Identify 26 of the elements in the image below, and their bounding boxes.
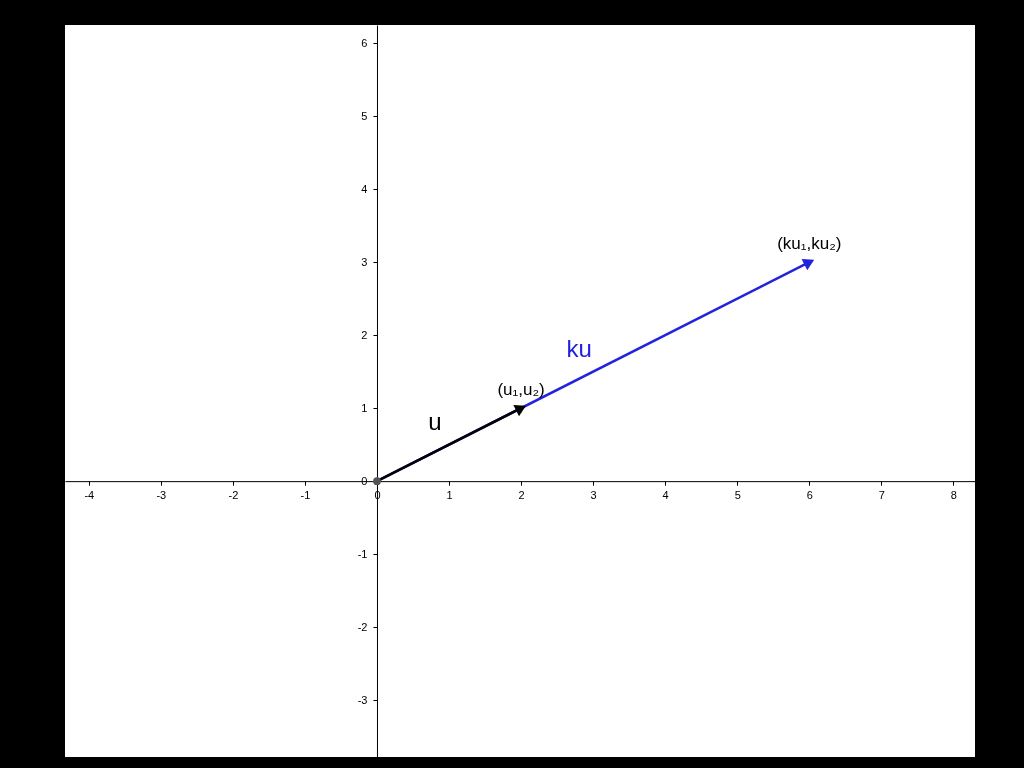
x-tick-label: 3 (590, 488, 597, 501)
x-tick-label: 2 (518, 488, 525, 501)
x-tick-label: 7 (878, 488, 885, 501)
annotation: (ku₁,ku₂) (777, 234, 842, 254)
y-tick-label: -2 (357, 620, 368, 633)
x-tick-label: -4 (84, 488, 95, 501)
y-tick-label: -3 (357, 693, 368, 706)
annotation: (u₁,u₂) (497, 380, 545, 400)
y-tick-label: 1 (361, 401, 368, 414)
y-tick-label: 4 (361, 182, 368, 195)
y-tick-label: -1 (357, 547, 368, 560)
y-tick-label: 6 (361, 36, 368, 49)
x-tick-label: 5 (734, 488, 741, 501)
x-tick-label: 6 (806, 488, 813, 501)
x-tick-label: 0 (374, 488, 381, 501)
series-label: ku (566, 334, 592, 362)
y-tick-label: 3 (361, 255, 368, 268)
x-tick-label: 4 (662, 488, 669, 501)
y-tick-label: 5 (361, 109, 368, 122)
x-tick-label: -3 (156, 488, 167, 501)
x-tick-label: -2 (228, 488, 239, 501)
y-tick-label: 2 (361, 328, 368, 341)
x-tick-label: 1 (446, 488, 453, 501)
x-tick-label: -1 (300, 488, 311, 501)
x-tick-label: 8 (950, 488, 957, 501)
series-label: u (428, 407, 442, 435)
